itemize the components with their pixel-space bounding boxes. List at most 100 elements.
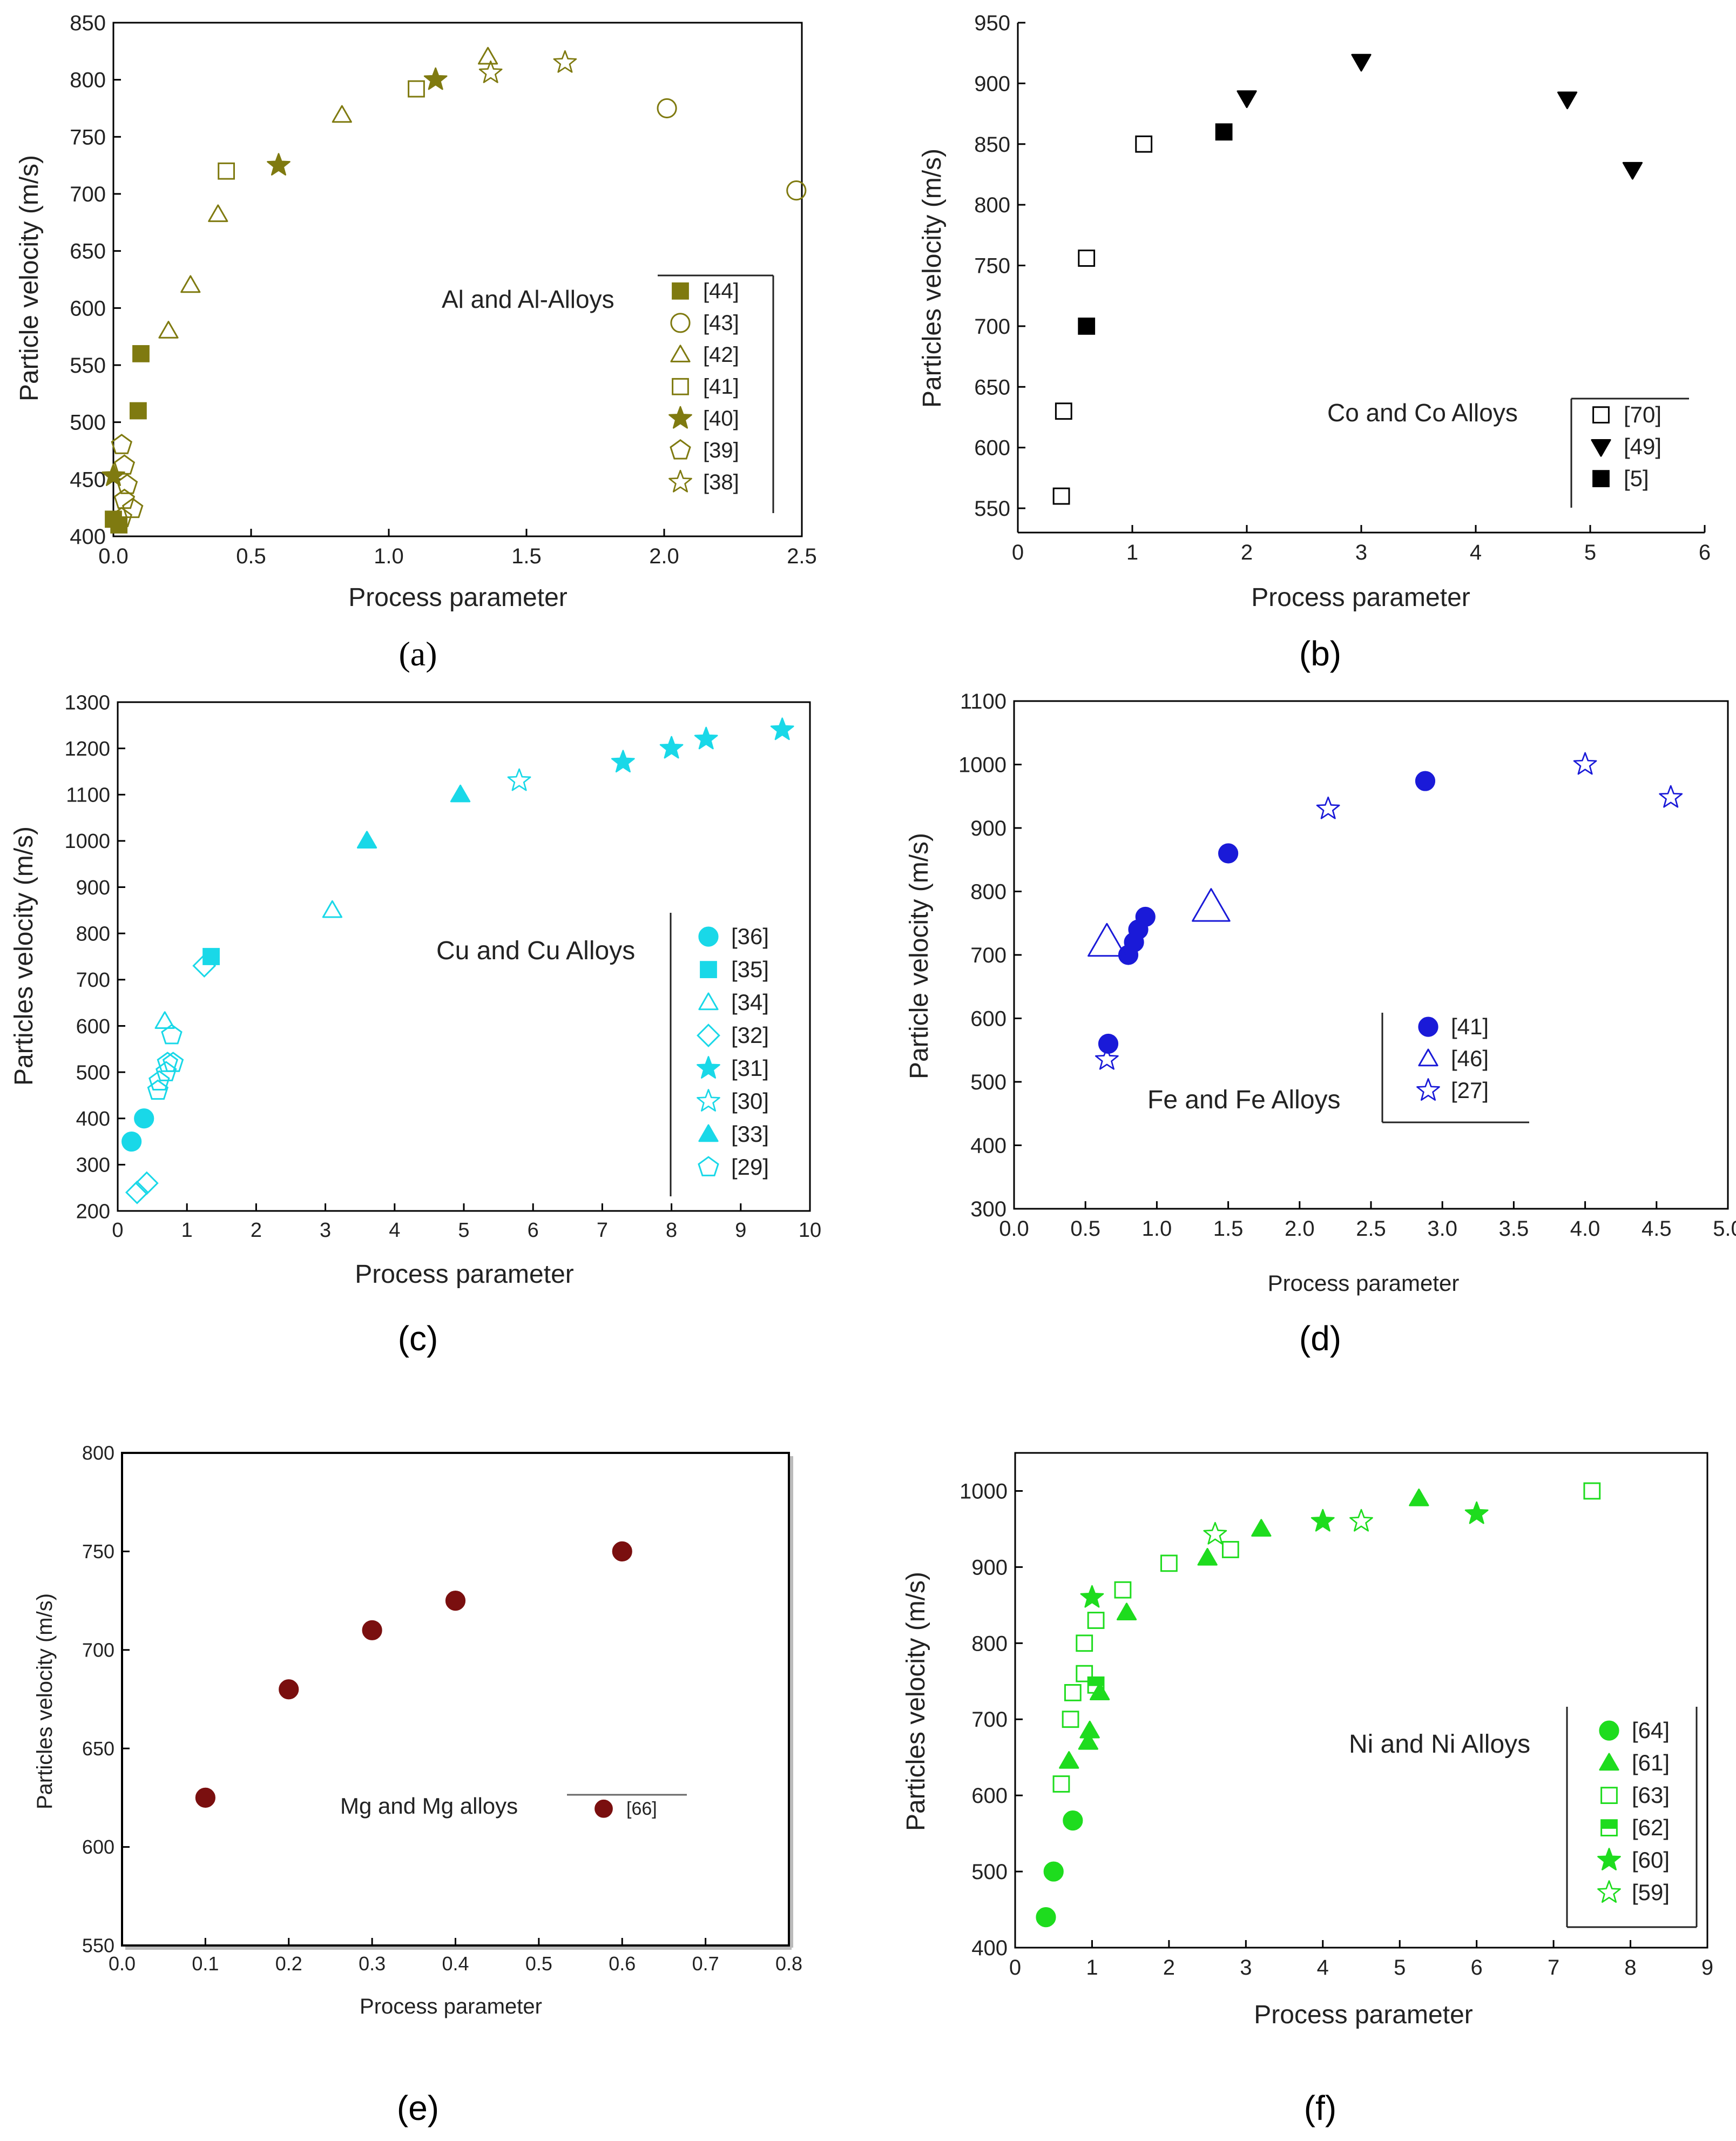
y-tick-label: 600 xyxy=(971,1784,1008,1808)
panel-c-title: Cu and Cu Alloys xyxy=(436,937,635,965)
y-tick-label: 1000 xyxy=(64,830,110,853)
data-point xyxy=(553,50,577,73)
data-point xyxy=(1464,1501,1489,1524)
x-tick-label: 9 xyxy=(735,1219,746,1242)
legend-marker xyxy=(697,1056,720,1079)
x-tick-label: 1.0 xyxy=(374,544,404,568)
panel-e-legend: [66] xyxy=(595,1799,657,1819)
legend-label: [63] xyxy=(1632,1782,1670,1808)
data-point xyxy=(162,1052,184,1072)
y-tick-label: 700 xyxy=(76,969,110,992)
data-point xyxy=(445,1591,466,1611)
data-point xyxy=(161,1024,183,1045)
data-point xyxy=(1351,53,1372,72)
y-tick-label: 1100 xyxy=(66,784,110,807)
panel-e-x-ticks: 0.0 0.1 0.2 0.3 0.4 0.5 0.6 0.7 0.8 xyxy=(109,1938,802,1975)
panel-a-legend: [44] [43] [42] [41] [40] [39] [38] xyxy=(668,279,739,494)
data-point xyxy=(134,1171,159,1195)
y-tick-label: 200 xyxy=(76,1200,110,1223)
y-tick-label: 400 xyxy=(971,1936,1008,1960)
legend-marker xyxy=(700,961,717,979)
data-point xyxy=(1055,402,1072,420)
legend-label: [49] xyxy=(1624,434,1661,459)
x-tick-label: 0.1 xyxy=(192,1953,219,1975)
panel-e-marks xyxy=(195,1541,632,1808)
legend-marker xyxy=(1597,1848,1621,1870)
legend-label: [66] xyxy=(626,1799,657,1819)
y-tick-label: 400 xyxy=(970,1134,1007,1158)
panel-a-title: Al and Al-Alloys xyxy=(442,285,614,313)
x-tick-label: 0 xyxy=(1012,541,1024,564)
x-tick-label: 7 xyxy=(1548,1956,1559,1980)
x-tick-label: 3.0 xyxy=(1427,1217,1457,1241)
x-tick-label: 2.0 xyxy=(649,544,679,568)
x-tick-label: 6 xyxy=(528,1219,539,1242)
y-tick-label: 800 xyxy=(974,193,1010,217)
x-tick-label: 0.6 xyxy=(609,1953,636,1975)
data-point xyxy=(1221,1541,1239,1558)
data-point xyxy=(1215,123,1233,141)
x-tick-label: 0.5 xyxy=(1070,1217,1100,1241)
data-point xyxy=(611,750,635,773)
panel-b-frame xyxy=(1018,23,1705,533)
legend-label: [27] xyxy=(1451,1078,1489,1103)
data-point xyxy=(1062,1711,1079,1728)
legend-label: [33] xyxy=(731,1121,769,1147)
panel-c-y-ticks: 200 300 400 500 600 700 800 900 1000 1100 1200 1300 xyxy=(64,691,125,1223)
data-point xyxy=(362,1620,382,1640)
data-point xyxy=(1052,1775,1070,1793)
panel-a-x-ticks: 0.0 0.5 1.0 1.5 2.0 2.5 xyxy=(98,529,817,568)
data-point xyxy=(148,1070,170,1090)
data-point xyxy=(116,474,138,494)
x-tick-label: 6 xyxy=(1471,1956,1483,1980)
panel-c-caption: (c) xyxy=(398,1319,438,1358)
x-tick-label: 3 xyxy=(320,1219,331,1242)
data-point xyxy=(218,162,235,180)
data-point xyxy=(1078,250,1096,267)
panel-d-x-label: Process parameter xyxy=(1268,1270,1460,1296)
x-tick-label: 8 xyxy=(1624,1956,1636,1980)
x-tick-label: 0.3 xyxy=(359,1953,386,1975)
data-point xyxy=(1135,906,1156,927)
data-point xyxy=(121,497,144,519)
legend-marker xyxy=(697,1089,720,1112)
data-point xyxy=(1583,1482,1601,1500)
legend-marker xyxy=(668,406,692,429)
data-point xyxy=(1573,752,1597,775)
x-tick-label: 0 xyxy=(1009,1956,1021,1980)
data-point xyxy=(1160,1554,1178,1572)
data-point xyxy=(1087,923,1126,957)
data-point xyxy=(1237,90,1257,108)
panel-a: 0.0 0.5 1.0 1.5 2.0 2.5 400 450 500 550 600 650 700… xyxy=(15,11,817,673)
x-tick-label: 0.0 xyxy=(999,1217,1029,1241)
panel-d-y-ticks: 300 400 500 600 700 800 900 1000 1100 xyxy=(958,690,1022,1221)
data-point xyxy=(1087,1612,1105,1629)
legend-label: [36] xyxy=(731,924,769,949)
y-tick-label: 700 xyxy=(971,1708,1008,1732)
legend-label: [44] xyxy=(703,279,739,303)
legend-marker xyxy=(595,1799,613,1818)
x-tick-label: 9 xyxy=(1701,1956,1713,1980)
data-point xyxy=(408,80,425,98)
y-tick-label: 850 xyxy=(70,11,106,35)
panel-a-y-ticks: 400 450 500 550 600 650 700 750 800 850 xyxy=(70,11,121,549)
data-point xyxy=(102,463,125,486)
legend-marker xyxy=(1416,1078,1440,1101)
data-point xyxy=(1078,1732,1098,1750)
y-tick-label: 600 xyxy=(974,436,1010,460)
panel-d-y-label: Particle velocity (m/s) xyxy=(905,833,934,1079)
data-point xyxy=(195,1787,215,1808)
y-tick-label: 1000 xyxy=(958,753,1007,777)
data-point xyxy=(1203,1521,1227,1545)
y-tick-label: 950 xyxy=(974,11,1010,35)
legend-marker xyxy=(670,439,691,460)
x-tick-label: 2.0 xyxy=(1285,1217,1315,1241)
legend-label: [34] xyxy=(731,989,769,1015)
panel-c-marks xyxy=(121,717,794,1204)
y-tick-label: 400 xyxy=(70,525,106,549)
x-tick-label: 7 xyxy=(597,1219,608,1242)
legend-marker xyxy=(1600,1787,1618,1805)
panel-d-x-ticks: 0.0 0.5 1.0 1.5 2.0 2.5 3.0 3.5 4.0 4.5 5.0 xyxy=(999,1201,1736,1241)
data-point xyxy=(1043,1861,1064,1882)
